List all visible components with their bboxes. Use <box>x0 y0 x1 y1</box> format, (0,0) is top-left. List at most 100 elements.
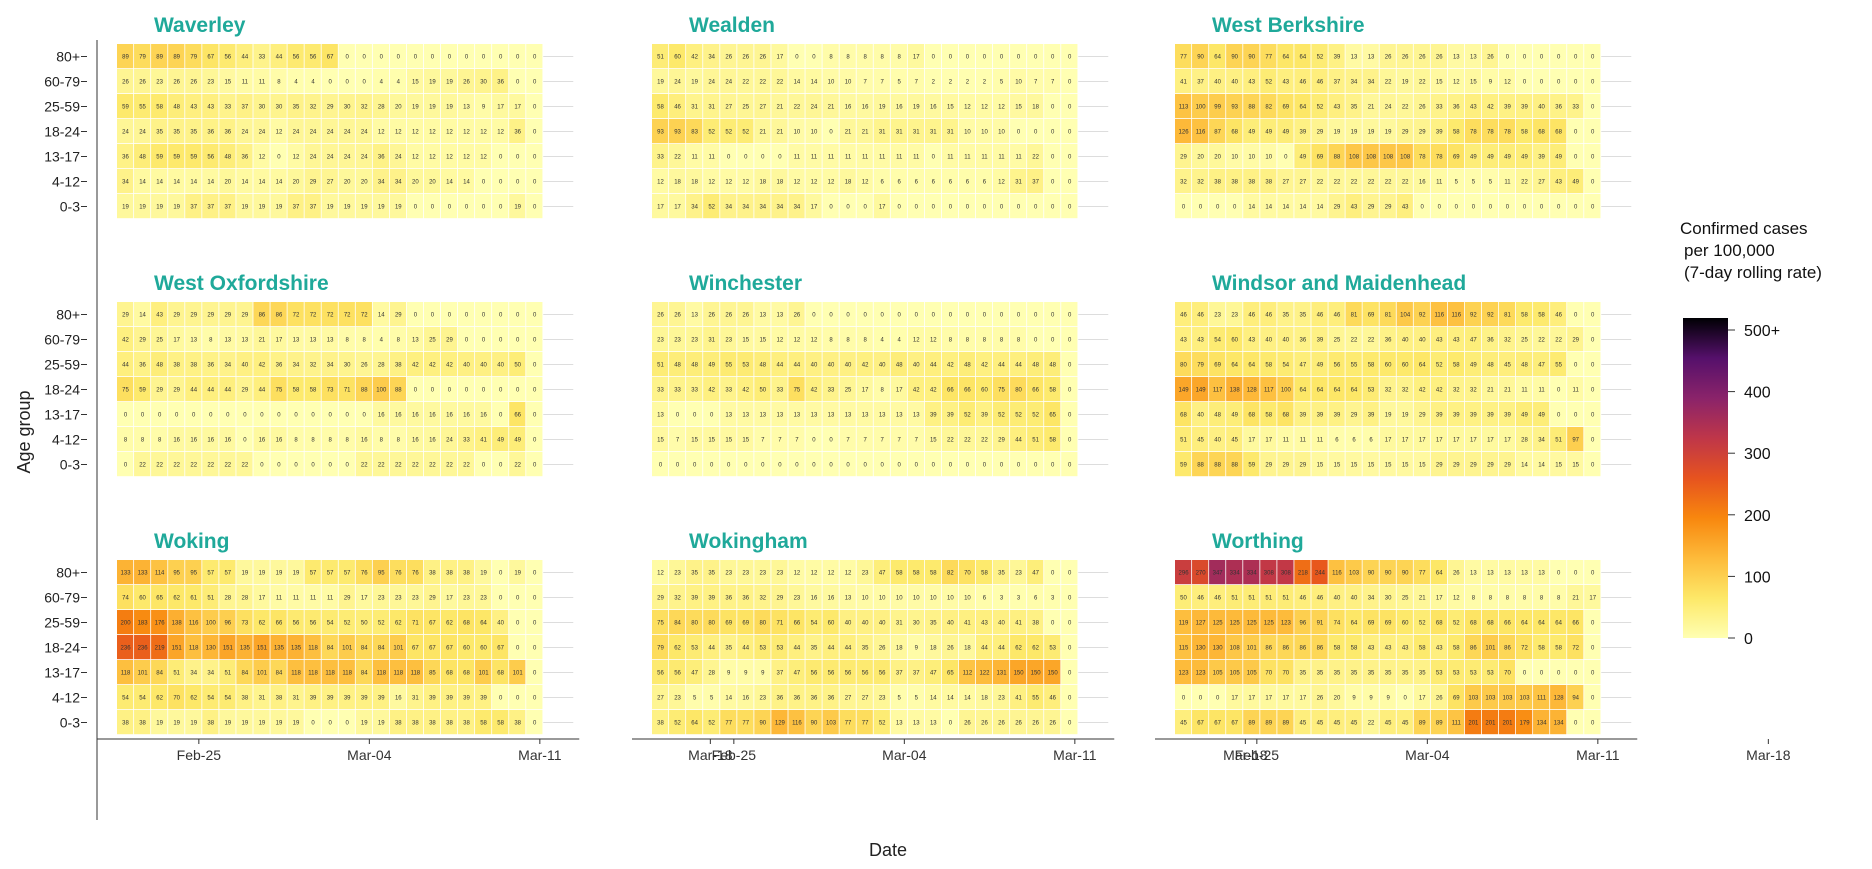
cell-value-label: 35 <box>1351 105 1358 111</box>
heatmap-cell <box>924 44 942 69</box>
cell-value-label: 31 <box>708 105 715 111</box>
heatmap-cell <box>1516 427 1533 452</box>
legend: Confirmed cases per 100,000 (7-day rolli… <box>1680 219 1822 648</box>
age-group-label: 0-3 <box>60 715 80 731</box>
heatmap-cell <box>1584 144 1601 169</box>
cell-value-label: 23 <box>1214 313 1221 319</box>
cell-value-label: 22 <box>190 463 197 469</box>
heatmap-cell <box>1044 119 1061 144</box>
heatmap-cell <box>1027 452 1044 477</box>
heatmap-cell <box>720 352 737 377</box>
heatmap-cell <box>1516 377 1533 402</box>
heatmap-cell <box>270 610 287 635</box>
cell-value-label: 9 <box>482 105 486 111</box>
heatmap-cell <box>1277 352 1294 377</box>
heatmap-cell <box>202 452 219 477</box>
cell-value-label: 10 <box>964 130 971 136</box>
cell-value-label: 15 <box>1368 463 1375 469</box>
heatmap-cell <box>134 302 151 327</box>
cell-value-label: 0 <box>482 338 486 344</box>
cell-value-label: 41 <box>1180 80 1187 86</box>
cell-value-label: 0 <box>1000 313 1004 319</box>
cell-value-label: 116 <box>1452 313 1462 319</box>
heatmap-cell <box>1533 427 1550 452</box>
cell-value-label: 16 <box>845 105 852 111</box>
heatmap-cell <box>236 119 253 144</box>
heatmap-cell <box>1430 94 1447 119</box>
heatmap-cell <box>1430 169 1447 194</box>
heatmap-cell <box>372 377 389 402</box>
cell-value-label: 22 <box>242 463 249 469</box>
cell-value-label: 36 <box>725 596 732 602</box>
cell-value-label: 17 <box>446 596 453 602</box>
heatmap-cell <box>338 144 355 169</box>
cell-value-label: 60 <box>1231 338 1238 344</box>
cell-value-label: 40 <box>862 621 869 627</box>
cell-value-label: 6 <box>898 180 902 186</box>
cell-value-label: 19 <box>122 205 129 211</box>
cell-value-label: 69 <box>742 621 749 627</box>
cell-value-label: 58 <box>1538 646 1545 652</box>
cell-value-label: 0 <box>311 463 315 469</box>
cell-value-label: 0 <box>932 55 936 61</box>
heatmap-cell <box>117 427 134 452</box>
heatmap-cell <box>1027 352 1044 377</box>
cell-value-label: 12 <box>742 180 749 186</box>
heatmap-cell <box>822 327 839 352</box>
heatmap-cell <box>117 169 134 194</box>
heatmap-cell <box>1447 302 1465 327</box>
heatmap-cell <box>720 194 737 219</box>
cell-value-label: 45 <box>1504 363 1511 369</box>
heatmap-cell <box>440 119 458 144</box>
heatmap-cell <box>771 377 788 402</box>
cell-value-label: 25 <box>1402 596 1409 602</box>
cell-value-label: 16 <box>811 596 818 602</box>
heatmap-cell <box>202 119 219 144</box>
heatmap-cell <box>975 169 993 194</box>
heatmap-cell <box>253 427 270 452</box>
heatmap-cell <box>134 144 151 169</box>
cell-value-label: 10 <box>879 596 886 602</box>
heatmap-cell <box>1379 44 1396 69</box>
heatmap-cell <box>509 94 526 119</box>
cell-value-label: 0 <box>932 205 936 211</box>
cell-value-label: 31 <box>259 696 266 702</box>
cell-value-label: 29 <box>657 596 664 602</box>
cell-value-label: 53 <box>759 646 766 652</box>
cell-value-label: 29 <box>156 388 163 394</box>
cell-value-label: 0 <box>533 80 537 86</box>
heatmap-cell <box>1010 327 1027 352</box>
cell-value-label: 34 <box>122 180 129 186</box>
cell-value-label: 38 <box>446 721 453 727</box>
cell-value-label: 29 <box>1334 205 1341 211</box>
cell-value-label: 13 <box>1351 55 1358 61</box>
heatmap-cell <box>1027 94 1044 119</box>
heatmap-cell <box>1345 352 1362 377</box>
cell-value-label: 56 <box>207 155 214 161</box>
cell-value-label: 50 <box>514 363 521 369</box>
heatmap-cell <box>941 94 959 119</box>
heatmap-cell <box>253 119 270 144</box>
heatmap-cell <box>253 169 270 194</box>
cell-value-label: 117 <box>1213 388 1223 394</box>
cell-value-label: 39 <box>1504 413 1511 419</box>
heatmap-cell <box>890 352 907 377</box>
cell-value-label: 39 <box>981 413 988 419</box>
cell-value-label: 17 <box>674 205 681 211</box>
cell-value-label: 200 <box>121 621 132 627</box>
cell-value-label: 0 <box>1051 463 1055 469</box>
legend-tick-label: 0 <box>1744 631 1753 648</box>
heatmap-cell <box>1175 69 1192 94</box>
cell-value-label: 13 <box>327 338 334 344</box>
cell-value-label: 84 <box>327 646 334 652</box>
cell-value-label: 20 <box>361 180 368 186</box>
cell-value-label: 128 <box>1554 696 1565 702</box>
cell-value-label: 19 <box>378 205 385 211</box>
heatmap-cell <box>1061 144 1078 169</box>
cell-value-label: 39 <box>1470 413 1477 419</box>
heatmap-cell <box>1550 69 1567 94</box>
cell-value-label: 14 <box>463 180 470 186</box>
cell-value-label: 28 <box>224 596 231 602</box>
cell-value-label: 12 <box>998 180 1005 186</box>
